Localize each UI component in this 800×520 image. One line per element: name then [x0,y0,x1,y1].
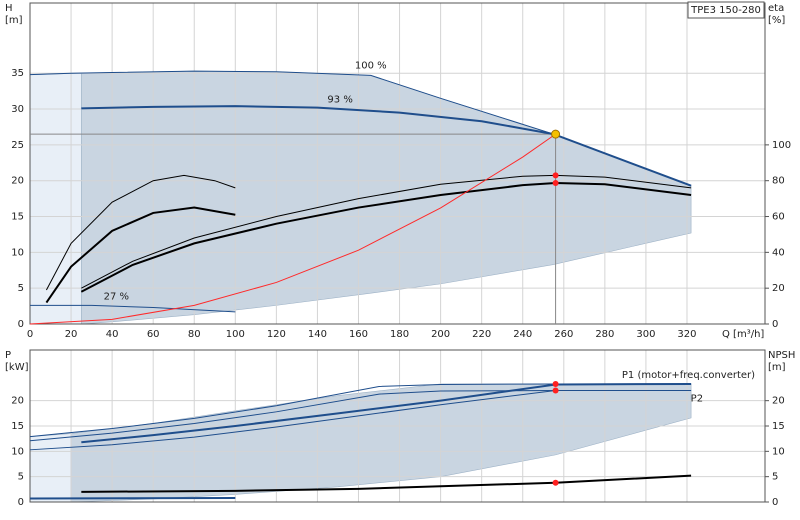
x-tick-label: 80 [188,329,201,340]
x-tick-label: 160 [349,329,368,340]
y-tick-label: 5 [18,472,24,483]
y-axis-label: H [5,3,13,14]
curve [81,105,692,187]
y-axis-unit: [m] [5,15,23,26]
y-tick-label: 5 [18,283,24,294]
operating-range [29,433,72,503]
curve [29,496,236,500]
curve [81,174,692,289]
x-tick-label: 280 [595,329,614,340]
y2-tick-label: 20 [772,283,785,294]
y-tick-label: 10 [11,446,24,457]
x-tick-label: 40 [106,329,119,340]
y-tick-label: 0 [18,497,24,508]
x-tick-label: 240 [513,329,532,340]
curve [29,390,692,442]
y-tick-label: 20 [11,176,24,187]
y-axis-unit: [kW] [5,362,29,373]
y2-tick-label: 5 [772,472,778,483]
x-tick-label: 140 [308,329,327,340]
badge-box [687,1,765,19]
y-tick-label: 25 [11,140,24,151]
y2-axis-label: NPSH [768,350,795,361]
x-tick-label: 60 [147,329,160,340]
x-tick-label: 320 [677,329,696,340]
curve [29,133,556,325]
x-tick-label: 120 [267,329,286,340]
x-tick-label: 0 [27,329,33,340]
duty-point [552,479,559,486]
curve-label: 27 % [104,291,129,302]
y-tick-label: 35 [11,68,24,79]
operating-range [29,72,82,325]
y2-tick-label: 60 [772,212,785,223]
x-tick-label: 200 [431,329,450,340]
curve [80,182,692,293]
curve [29,390,692,451]
x-tick-label: 180 [390,329,409,340]
duty-point [552,172,559,179]
curve [29,383,692,438]
curve [29,70,692,187]
y-tick-label: 15 [11,421,24,432]
duty-point [551,129,561,139]
x-tick-label: 100 [226,329,245,340]
y2-tick-label: 20 [772,396,785,407]
curve-label: 93 % [327,95,352,106]
y-axis-label: P [5,350,11,361]
y2-tick-label: 100 [772,140,791,151]
operating-range [70,383,692,503]
y-tick-label: 20 [11,396,24,407]
curve-label: P1 (motor+freq.converter) [622,370,755,381]
x-tick-label: 300 [636,329,655,340]
y2-tick-label: 15 [772,421,785,432]
curve-label: 100 % [355,60,387,71]
duty-point [552,380,559,387]
x-tick-label: 220 [472,329,491,340]
y2-axis-unit: [%] [768,15,785,26]
y2-tick-label: 0 [772,319,778,330]
y2-axis-label: eta [768,3,784,14]
y-tick-label: 10 [11,247,24,258]
y2-tick-label: 80 [772,176,785,187]
x-tick-label: 260 [554,329,573,340]
duty-point [552,387,559,394]
y-tick-label: 0 [18,319,24,330]
curve-label: P2 [691,394,703,405]
curve [45,206,236,304]
y2-tick-label: 0 [772,497,778,508]
curve [30,304,236,313]
badge: TPE3 150-280 [690,5,761,16]
curve [45,174,236,291]
y-tick-label: 15 [11,212,24,223]
curve [81,474,692,493]
y2-tick-label: 10 [772,446,785,457]
x-tick-label: 20 [65,329,78,340]
y-tick-label: 30 [11,104,24,115]
x-axis-label: Q [m³/h] [722,329,764,340]
duty-point [552,180,559,187]
plot-frame [29,2,766,325]
y2-tick-label: 40 [772,247,785,258]
y2-axis-unit: [m] [768,362,786,373]
